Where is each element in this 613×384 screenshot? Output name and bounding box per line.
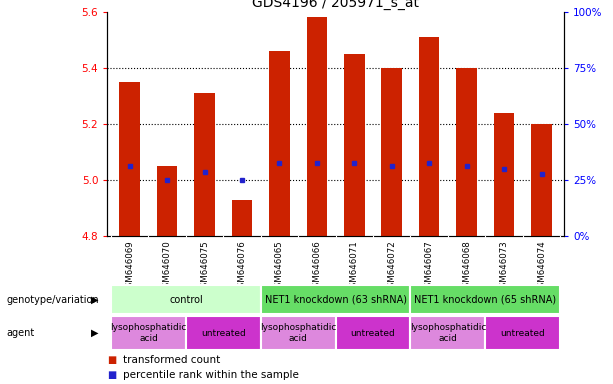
Bar (232, 200, 253, 236)
Bar (306, 17, 327, 236)
Text: control: control (169, 295, 203, 305)
Text: lysophosphatidic
acid: lysophosphatidic acid (409, 323, 486, 343)
Text: untreated: untreated (351, 329, 395, 338)
Text: GSM646070: GSM646070 (162, 240, 172, 293)
Text: agent: agent (6, 328, 34, 338)
Text: GSM646074: GSM646074 (537, 240, 546, 293)
Text: NET1 knockdown (63 shRNA): NET1 knockdown (63 shRNA) (265, 295, 406, 305)
Bar (269, 51, 290, 236)
Text: lysophosphatidic
acid: lysophosphatidic acid (260, 323, 337, 343)
Text: transformed count: transformed count (123, 355, 220, 365)
Bar (261, 285, 411, 314)
Text: percentile rank within the sample: percentile rank within the sample (123, 369, 299, 380)
Bar (261, 316, 336, 350)
Text: GSM646071: GSM646071 (350, 240, 359, 293)
Text: GSM646076: GSM646076 (237, 240, 246, 293)
Text: lysophosphatidic
acid: lysophosphatidic acid (110, 323, 186, 343)
Bar (456, 68, 477, 236)
Text: GSM646072: GSM646072 (387, 240, 396, 293)
Bar (120, 82, 140, 236)
Text: untreated: untreated (201, 329, 246, 338)
Bar (111, 316, 186, 350)
Text: GSM646067: GSM646067 (425, 240, 434, 293)
Text: ■: ■ (107, 355, 116, 365)
Bar (411, 285, 560, 314)
Bar (157, 166, 177, 236)
Text: GSM646065: GSM646065 (275, 240, 284, 293)
Bar (381, 68, 402, 236)
Text: GSM646073: GSM646073 (500, 240, 509, 293)
Bar (531, 124, 552, 236)
Text: GSM646075: GSM646075 (200, 240, 209, 293)
Bar (485, 316, 560, 350)
Bar (419, 37, 440, 236)
Text: NET1 knockdown (65 shRNA): NET1 knockdown (65 shRNA) (414, 295, 557, 305)
Text: ▶: ▶ (91, 295, 98, 305)
Title: GDS4196 / 205971_s_at: GDS4196 / 205971_s_at (252, 0, 419, 10)
Bar (336, 316, 411, 350)
Bar (111, 285, 261, 314)
Text: untreated: untreated (500, 329, 545, 338)
Text: genotype/variation: genotype/variation (6, 295, 99, 305)
Text: ▶: ▶ (91, 328, 98, 338)
Text: ■: ■ (107, 369, 116, 380)
Text: GSM646068: GSM646068 (462, 240, 471, 293)
Text: GSM646066: GSM646066 (313, 240, 321, 293)
Bar (186, 316, 261, 350)
Bar (411, 316, 485, 350)
Bar (344, 54, 365, 236)
Bar (494, 113, 514, 236)
Text: GSM646069: GSM646069 (125, 240, 134, 293)
Bar (194, 93, 215, 236)
